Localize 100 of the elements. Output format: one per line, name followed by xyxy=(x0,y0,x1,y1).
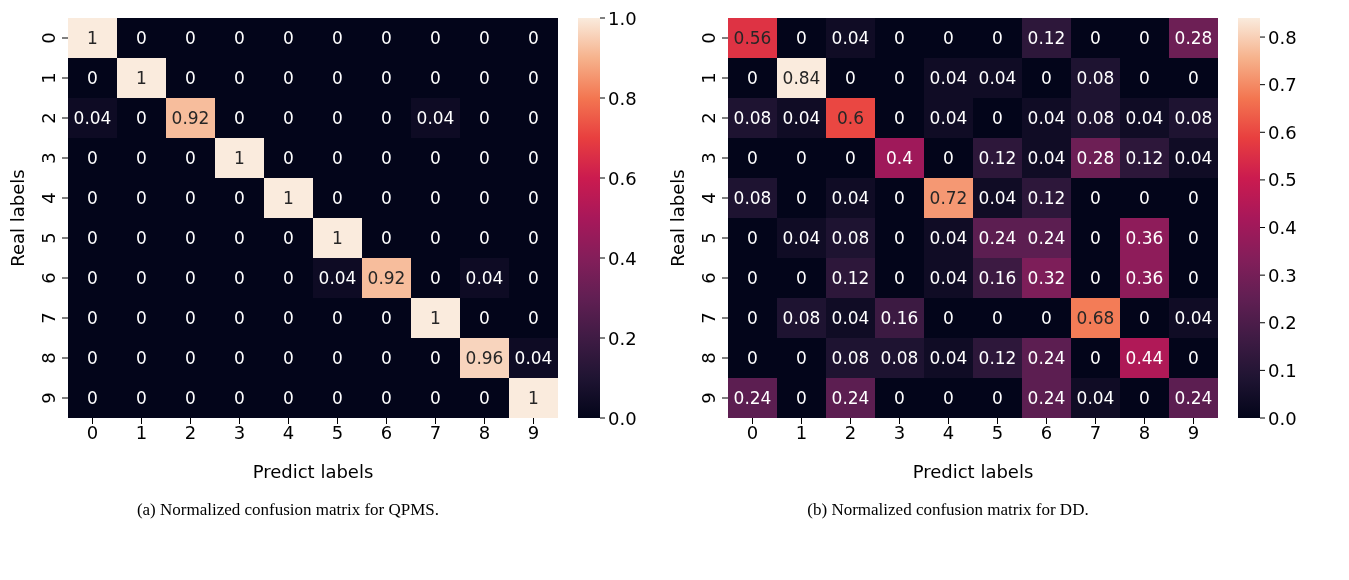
data-label: 0 xyxy=(136,227,147,248)
data-label: 0 xyxy=(332,307,343,328)
data-label: 0 xyxy=(479,67,490,88)
data-label: 0 xyxy=(796,187,807,208)
y-tick-label: 4 xyxy=(37,192,59,204)
data-label: 0 xyxy=(1090,347,1101,368)
data-label: 0.04 xyxy=(978,187,1017,208)
data-label: 0 xyxy=(185,267,196,288)
data-label: 0 xyxy=(283,347,294,368)
x-tick-label: 8 xyxy=(478,421,491,443)
data-label: 1 xyxy=(430,307,441,328)
data-label: 0 xyxy=(136,307,147,328)
data-label: 0.24 xyxy=(978,227,1017,248)
data-label: 0 xyxy=(894,187,905,208)
data-label: 0 xyxy=(283,307,294,328)
data-label: 0.08 xyxy=(782,307,821,328)
data-label: 0 xyxy=(234,347,245,368)
data-label: 0 xyxy=(1188,187,1199,208)
data-label: 0 xyxy=(136,347,147,368)
data-label: 0.56 xyxy=(733,27,772,48)
data-label: 0 xyxy=(845,147,856,168)
x-tick-label: 1 xyxy=(795,421,808,443)
data-label: 0 xyxy=(528,27,539,48)
x-axis-title: Predict labels xyxy=(912,461,1034,482)
data-label: 0 xyxy=(1090,187,1101,208)
data-label: 0.04 xyxy=(1076,387,1115,408)
color-bar-label: 0.5 xyxy=(1268,169,1297,191)
x-tick-label: 1 xyxy=(135,421,148,443)
data-label: 0 xyxy=(87,307,98,328)
y-tick-label: 2 xyxy=(697,112,719,124)
data-label: 0.72 xyxy=(929,187,968,208)
data-label: 0.08 xyxy=(831,227,870,248)
data-label: 1 xyxy=(283,187,294,208)
data-label: 1 xyxy=(528,387,539,408)
data-label: 0.04 xyxy=(978,67,1017,88)
data-label: 0 xyxy=(381,227,392,248)
data-label: 0.32 xyxy=(1027,267,1066,288)
data-label: 0 xyxy=(894,27,905,48)
data-label: 0 xyxy=(747,267,758,288)
x-tick-label: 2 xyxy=(844,421,857,443)
data-label: 0 xyxy=(479,387,490,408)
y-tick-label: 2 xyxy=(37,112,59,124)
y-tick-label: 9 xyxy=(697,392,719,404)
data-label: 0 xyxy=(943,27,954,48)
data-label: 0 xyxy=(87,187,98,208)
data-label: 0.16 xyxy=(880,307,919,328)
data-label: 0 xyxy=(992,387,1003,408)
data-label: 0.04 xyxy=(782,107,821,128)
data-label: 0.04 xyxy=(929,67,968,88)
data-label: 0 xyxy=(479,147,490,168)
data-label: 0 xyxy=(796,27,807,48)
color-bar-label: 0.6 xyxy=(608,167,637,189)
data-label: 0 xyxy=(185,227,196,248)
data-label: 0 xyxy=(430,147,441,168)
data-label: 0.08 xyxy=(1076,107,1115,128)
data-label: 0 xyxy=(528,67,539,88)
x-tick-label: 3 xyxy=(233,421,246,443)
data-label: 0 xyxy=(528,307,539,328)
data-label: 0 xyxy=(381,307,392,328)
data-label: 0 xyxy=(528,107,539,128)
data-label: 0.12 xyxy=(831,267,870,288)
data-label: 0 xyxy=(234,227,245,248)
color-bar-label: 0.2 xyxy=(608,327,637,349)
data-label: 0 xyxy=(283,107,294,128)
data-label: 0.24 xyxy=(831,387,870,408)
data-label: 0 xyxy=(430,27,441,48)
data-label: 0.28 xyxy=(1076,147,1115,168)
data-label: 0.04 xyxy=(1174,307,1213,328)
data-label: 0 xyxy=(796,147,807,168)
data-label: 0 xyxy=(528,227,539,248)
data-label: 0.68 xyxy=(1076,307,1115,328)
y-tick-label: 0 xyxy=(697,32,719,44)
data-label: 0 xyxy=(185,187,196,208)
data-label: 0.84 xyxy=(782,67,821,88)
data-label: 0.08 xyxy=(1174,107,1213,128)
data-label: 0 xyxy=(430,67,441,88)
data-label: 0 xyxy=(747,147,758,168)
data-label: 0 xyxy=(943,387,954,408)
data-label: 0.12 xyxy=(1125,147,1164,168)
data-label: 0 xyxy=(283,227,294,248)
data-label: 0 xyxy=(283,27,294,48)
data-label: 0 xyxy=(894,107,905,128)
data-label: 0 xyxy=(185,387,196,408)
data-label: 0 xyxy=(283,147,294,168)
data-label: 0.24 xyxy=(733,387,772,408)
data-label: 0.08 xyxy=(733,107,772,128)
data-label: 0 xyxy=(1090,227,1101,248)
color-bar-label: 0.4 xyxy=(1268,217,1297,239)
data-label: 1 xyxy=(87,27,98,48)
data-label: 0.04 xyxy=(929,267,968,288)
data-label: 0 xyxy=(234,27,245,48)
data-label: 0 xyxy=(747,347,758,368)
data-label: 0 xyxy=(479,227,490,248)
data-label: 0 xyxy=(234,107,245,128)
data-label: 0.04 xyxy=(1174,147,1213,168)
data-label: 0 xyxy=(381,27,392,48)
color-bar-label: 1.0 xyxy=(608,7,637,29)
data-label: 0.6 xyxy=(836,107,865,128)
data-label: 0 xyxy=(1139,307,1150,328)
data-label: 0.92 xyxy=(171,107,210,128)
